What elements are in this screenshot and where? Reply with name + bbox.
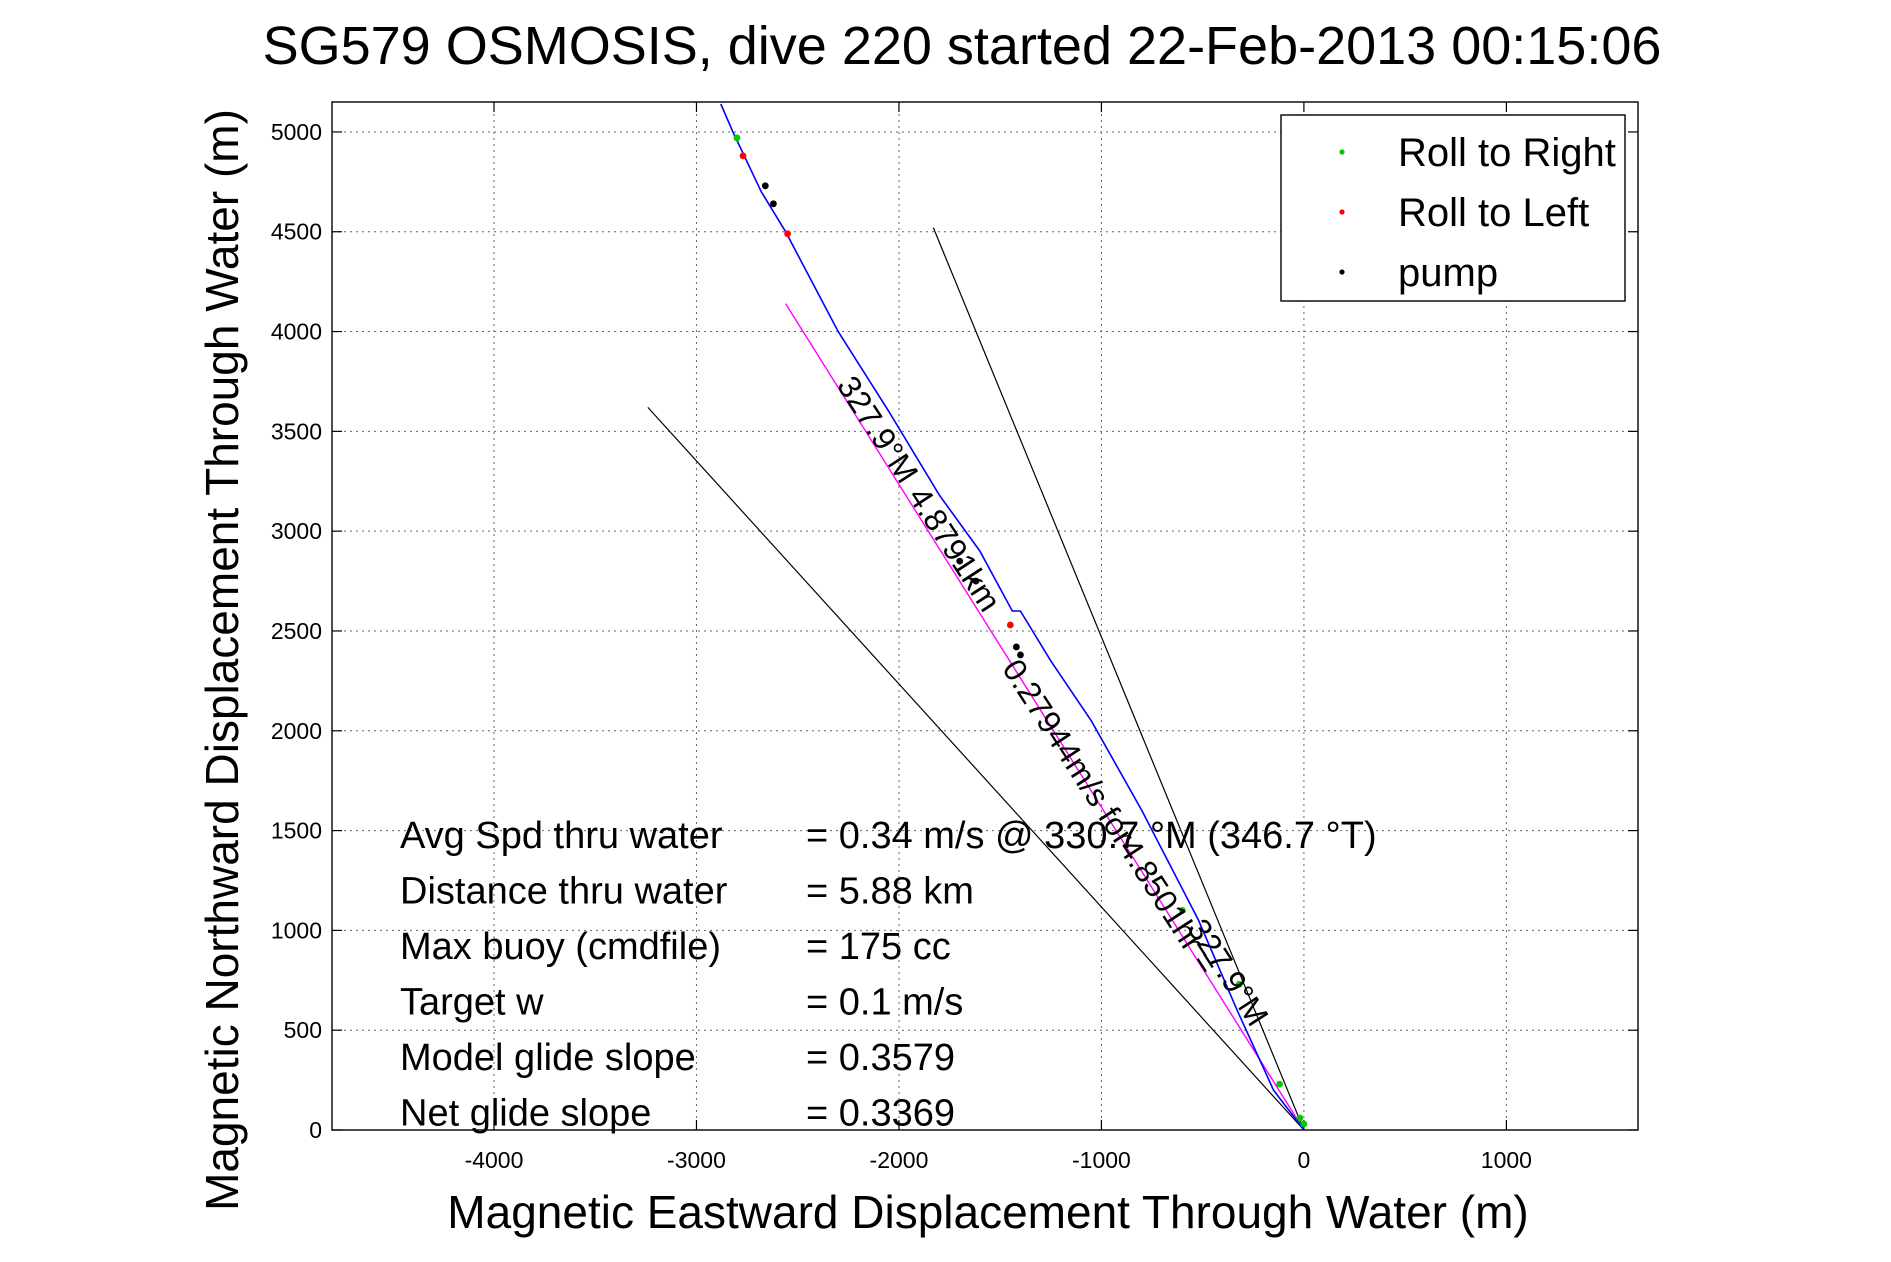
chart-title: SG579 OSMOSIS, dive 220 started 22-Feb-2… (263, 16, 1662, 76)
track-label: 4.8791km (901, 480, 1008, 617)
y-tick-label: 0 (309, 1117, 322, 1143)
plot-frame (331, 101, 1639, 1131)
summary-annotation: Avg Spd thru water = 0.34 m/s @ 330.7 °M … (400, 815, 1377, 1135)
pump-point (1012, 643, 1020, 651)
pump-point (1017, 651, 1024, 659)
roll-right-point (1296, 1114, 1304, 1122)
summary-row-value: = 0.3369 (806, 1093, 955, 1135)
summary-row-value: = 0.1 m/s (806, 982, 963, 1024)
legend-marker (1339, 209, 1345, 215)
legend-entry-label: Roll to Left (1398, 191, 1589, 235)
legend: Roll to Right Roll to Left pump (1280, 114, 1626, 302)
y-tick-label: 5000 (271, 119, 322, 145)
pump-point (761, 182, 769, 190)
roll-right-point (1235, 980, 1243, 988)
roll-left-point (784, 230, 791, 238)
track-label: 327.9°M (830, 369, 925, 489)
pump-point (956, 557, 964, 565)
heading-cone-line (647, 407, 1305, 1131)
roll-right-point (1179, 907, 1186, 914)
heading-cone-line (932, 227, 1305, 1131)
summary-row-label: Net glide slope (400, 1093, 651, 1135)
y-tick-label: 1500 (271, 818, 322, 844)
summary-row-value: = 5.88 km (806, 871, 974, 913)
x-tick-label: 1000 (1481, 1147, 1532, 1173)
roll-left-point (739, 152, 747, 160)
model-heading-line (784, 303, 1305, 1131)
y-tick-label: 3000 (271, 518, 322, 544)
summary-row-value: = 0.34 m/s @ 330.7 °M (346.7 °T) (806, 815, 1377, 857)
y-tick-label: 4000 (271, 319, 322, 345)
summary-row-label: Distance thru water (400, 871, 728, 913)
x-tick-label: -1000 (1072, 1147, 1131, 1173)
pump-point (770, 200, 777, 208)
x-tick-label: 0 (1298, 1147, 1311, 1173)
legend-box (1280, 114, 1626, 302)
legend-entry-label: Roll to Right (1398, 131, 1616, 175)
plot-lines (647, 103, 1305, 1131)
summary-row-label: Max buoy (cmdfile) (400, 926, 721, 968)
y-tick-label: 1000 (271, 917, 322, 943)
summary-row-label: Avg Spd thru water (400, 815, 723, 857)
summary-row-label: Model glide slope (400, 1037, 696, 1079)
x-tick-label: -3000 (667, 1147, 726, 1173)
x-tick-label: -4000 (465, 1147, 524, 1173)
plot-points (733, 134, 1308, 1128)
roll-left-point (1006, 621, 1014, 629)
summary-row-value: = 175 cc (806, 926, 951, 968)
y-tick-label: 4500 (271, 219, 322, 245)
legend-entry-label: pump (1398, 251, 1498, 295)
roll-right-point (733, 134, 741, 142)
pump-point (972, 577, 980, 585)
legend-marker (1339, 269, 1345, 275)
glider-track-line (720, 103, 1305, 1131)
legend-marker (1339, 149, 1345, 155)
x-tick-label: -2000 (870, 1147, 929, 1173)
y-tick-label: 2000 (271, 718, 322, 744)
axis-ticks: -4000 -3000 -2000 -1000 0 1000 0 500 1000 1500 200… (271, 102, 1638, 1173)
y-tick-label: 2500 (271, 618, 322, 644)
summary-row-value: = 0.3579 (806, 1037, 955, 1079)
y-axis-label: Magnetic Northward Displacement Through … (196, 109, 248, 1211)
summary-row-label: Target w (400, 982, 544, 1024)
y-tick-label: 500 (284, 1017, 322, 1043)
roll-right-point (1276, 1080, 1284, 1088)
y-tick-label: 3500 (271, 418, 322, 444)
roll-right-point (1300, 1120, 1308, 1128)
x-axis-label: Magnetic Eastward Displacement Through W… (447, 1186, 1528, 1238)
